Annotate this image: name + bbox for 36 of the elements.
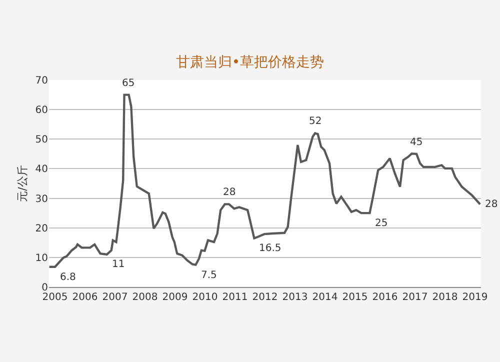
x-tick-label: 2010 <box>192 292 218 303</box>
y-axis-title: 元/公斤 <box>16 165 29 202</box>
annotation: 52 <box>309 116 322 127</box>
annotation: 65 <box>122 78 135 89</box>
annotation: 28 <box>223 187 236 198</box>
annotation: 25 <box>375 218 388 229</box>
x-tick-label: 2005 <box>42 292 68 303</box>
y-tick-label: 0 <box>42 282 48 294</box>
x-tick-label: 2012 <box>252 292 278 303</box>
annotation: 28 <box>485 199 498 210</box>
x-tick-label: 2006 <box>72 292 98 303</box>
x-tick-label: 2008 <box>132 292 158 303</box>
x-tick-label: 2015 <box>342 292 368 303</box>
line-series <box>49 94 481 268</box>
y-tick-label: 40 <box>35 164 48 176</box>
chart-title: 甘肃当归•草把价格走势 <box>176 54 324 70</box>
annotation: 16.5 <box>259 243 282 254</box>
x-tick-label: 2017 <box>402 292 428 303</box>
y-tick-label: 30 <box>35 194 48 205</box>
x-tick-label: 2011 <box>222 292 248 303</box>
x-tick-label: 2009 <box>162 292 188 303</box>
y-tick-label: 70 <box>35 76 48 86</box>
x-tick-label: 2007 <box>102 292 128 303</box>
x-tick-label: 2019 <box>462 292 488 303</box>
y-tick-label: 50 <box>35 134 48 146</box>
annotation: 7.5 <box>201 270 217 281</box>
x-tick-label: 2013 <box>282 292 308 303</box>
annotation: 11 <box>112 259 125 270</box>
y-tick-label: 10 <box>35 252 48 264</box>
x-tick-label: 2016 <box>372 292 398 303</box>
y-tick-label: 20 <box>35 223 48 234</box>
y-tick-label: 60 <box>35 105 48 116</box>
annotation: 6.8 <box>60 272 76 283</box>
x-tick-label: 2014 <box>312 292 338 303</box>
annotation: 45 <box>410 137 423 148</box>
x-tick-label: 2018 <box>432 292 458 303</box>
